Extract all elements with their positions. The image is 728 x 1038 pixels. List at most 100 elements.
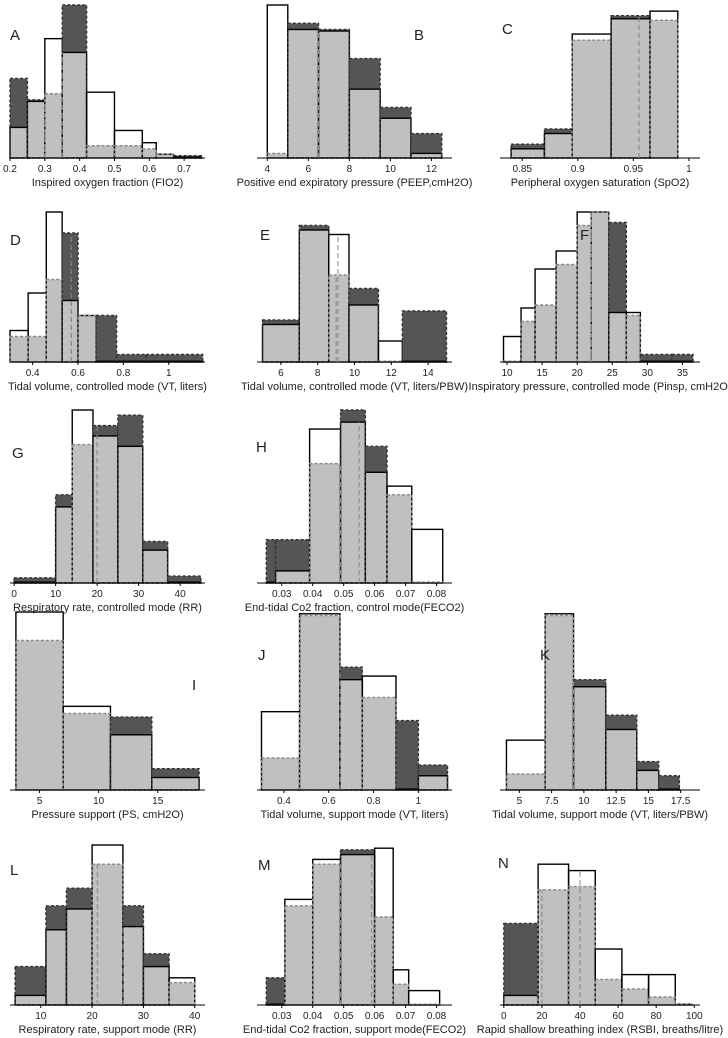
x-tick-label: 10 xyxy=(385,164,397,175)
panel-letter: H xyxy=(256,439,267,456)
series-outline-bar xyxy=(377,340,404,363)
overlap-fill-bar xyxy=(595,979,622,1005)
panel-b: 4 6 8 10 12 Positive end expiratory pressure … xyxy=(237,4,472,189)
unique-fill-bar xyxy=(348,288,379,305)
unique-fill-bar xyxy=(658,775,680,790)
x-tick-label: 0.06 xyxy=(365,1011,385,1022)
overlap-fill-bar xyxy=(410,153,442,158)
x-tick-label: 0.06 xyxy=(365,589,385,600)
panel-letter: D xyxy=(10,232,21,249)
unique-fill-bar xyxy=(122,905,144,927)
x-tick-label: 7.5 xyxy=(545,796,559,807)
x-tick-label: 12 xyxy=(386,368,398,379)
unique-fill-bar xyxy=(117,415,143,447)
series-dashed-bar xyxy=(71,443,94,584)
overlap-fill-bar xyxy=(545,615,574,790)
overlap-fill-bar xyxy=(27,101,45,158)
x-tick-label: 0.9 xyxy=(571,164,585,175)
panel-letter: J xyxy=(258,647,266,664)
unique-fill-bar xyxy=(418,765,448,776)
overlap-fill-bar xyxy=(380,118,411,158)
unique-fill-bar xyxy=(15,966,46,996)
panel-letter: A xyxy=(10,27,20,44)
x-tick-label: 0.95 xyxy=(624,164,644,175)
overlap-fill-bar xyxy=(142,550,168,583)
series-dashed-bar xyxy=(671,353,694,363)
unique-fill-bar xyxy=(544,128,573,134)
unique-fill-bar xyxy=(339,667,363,680)
unique-fill-bar xyxy=(275,539,310,571)
overlap-fill-bar xyxy=(393,984,409,1005)
x-tick-label: 0.5 xyxy=(108,164,122,175)
unique-fill-bar xyxy=(365,446,387,473)
x-tick-label: 30 xyxy=(133,589,145,600)
overlap-fill-bar xyxy=(339,679,363,790)
x-tick-label: 0.6 xyxy=(322,796,336,807)
unique-fill-bar xyxy=(611,15,650,19)
overlap-fill-bar xyxy=(86,145,115,158)
overlap-fill-bar xyxy=(15,995,46,1005)
x-tick-label: 0.03 xyxy=(272,589,292,600)
overlap-fill-bar xyxy=(143,966,170,1005)
unique-fill-bar xyxy=(640,354,672,362)
unique-fill-bar xyxy=(266,539,276,583)
x-tick-label: 20 xyxy=(572,368,584,379)
overlap-fill-bar xyxy=(62,300,79,362)
overlap-fill-bar xyxy=(511,148,545,158)
unique-fill-bar xyxy=(318,29,350,32)
overlap-fill-bar xyxy=(72,444,93,583)
overlap-fill-bar xyxy=(577,225,592,362)
unique-fill-bar xyxy=(349,58,381,90)
unique-fill-bar xyxy=(45,905,67,930)
x-tick-label: 4 xyxy=(264,164,270,175)
x-tick-label: 25 xyxy=(607,368,619,379)
x-tick-label: 0.7 xyxy=(177,164,191,175)
overlap-fill-bar xyxy=(299,230,329,362)
overlap-fill-bar xyxy=(169,982,195,1005)
unique-fill-bar xyxy=(380,107,411,119)
x-tick-label: 30 xyxy=(642,368,654,379)
x-tick-label: 0.07 xyxy=(396,1011,416,1022)
overlap-fill-bar xyxy=(44,93,63,158)
series-dashed-bar xyxy=(92,424,119,584)
x-tick-label: 0 xyxy=(11,589,17,600)
x-tick-label: 40 xyxy=(189,1011,201,1022)
overlap-fill-bar xyxy=(28,336,47,362)
x-tick-label: 20 xyxy=(87,1011,99,1022)
x-tick-label: 0.6 xyxy=(142,164,156,175)
unique-fill-bar xyxy=(340,849,375,855)
x-tick-label: 0.04 xyxy=(303,589,323,600)
x-axis-label: Peripheral oxygen saturation (SpO2) xyxy=(511,177,690,189)
overlap-fill-bar xyxy=(521,321,536,362)
series-outline-bar xyxy=(502,335,522,363)
overlap-fill-bar xyxy=(110,734,152,790)
series-dashed-bar xyxy=(142,540,169,584)
x-tick-label: 6 xyxy=(278,368,284,379)
overlap-fill-bar xyxy=(544,133,573,158)
x-tick-label: 0.4 xyxy=(277,796,291,807)
overlap-fill-bar xyxy=(151,777,200,790)
unique-fill-bar xyxy=(402,311,447,362)
overlap-fill-bar xyxy=(142,148,157,158)
panel-letter: K xyxy=(540,647,550,664)
x-tick-label: 100 xyxy=(686,1011,703,1022)
panel-letter: I xyxy=(192,677,196,694)
x-tick-label: 0.05 xyxy=(334,589,354,600)
x-tick-label: 14 xyxy=(423,368,435,379)
unique-fill-bar xyxy=(395,720,419,790)
series-dashed-bar xyxy=(567,885,596,1006)
x-tick-label: 0.8 xyxy=(367,796,381,807)
x-axis-label: Inspiratory pressure, controlled mode (P… xyxy=(469,381,728,393)
x-axis-label: Tidal volume, controlled mode (VT, liter… xyxy=(241,381,468,393)
overlap-fill-bar xyxy=(66,909,93,1005)
overlap-fill-bar xyxy=(122,926,144,1005)
unique-fill-bar xyxy=(146,354,203,362)
x-tick-label: 0.05 xyxy=(334,1011,354,1022)
overlap-fill-bar xyxy=(608,312,627,362)
x-axis-label: Tidal volume, support mode (VT, liters) xyxy=(261,809,449,821)
overlap-fill-bar xyxy=(309,463,341,583)
unique-fill-bar xyxy=(262,320,300,325)
x-tick-label: 10 xyxy=(93,796,105,807)
overlap-fill-bar xyxy=(636,770,659,790)
x-tick-label: 12 xyxy=(426,164,438,175)
